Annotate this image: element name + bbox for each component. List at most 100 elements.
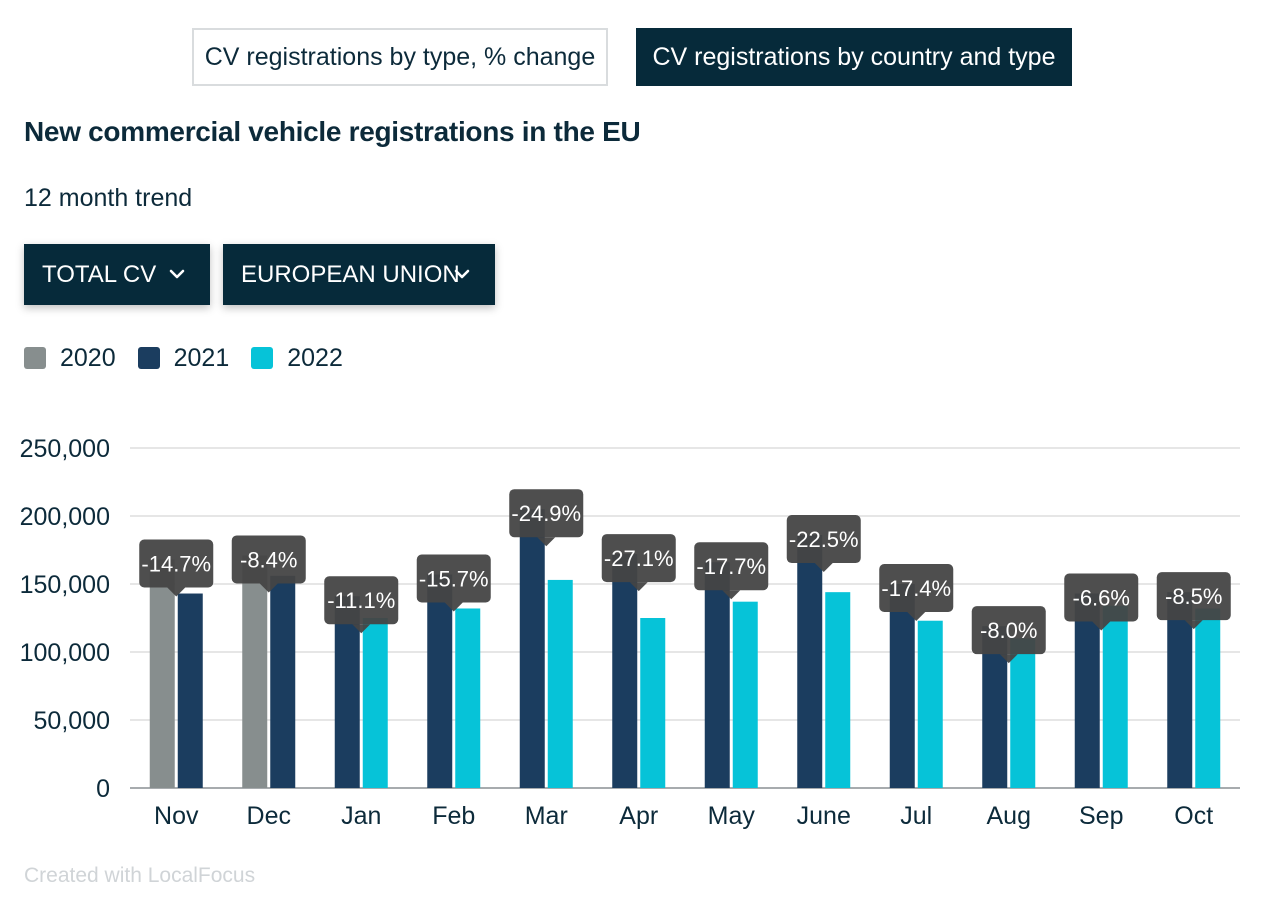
change-label-box [694, 542, 769, 591]
legend-label-2020: 2020 [60, 343, 116, 372]
change-label-pointer [352, 624, 371, 634]
change-label-box [231, 535, 306, 584]
bar-2021-apr [612, 554, 638, 788]
chevron-down-icon [168, 263, 186, 292]
change-label-text: -8.4% [240, 547, 297, 572]
bar-2022-aug [1010, 638, 1036, 788]
change-label-text: -8.5% [1165, 584, 1222, 609]
change-label-june: -22.5% [786, 515, 861, 573]
change-label-box [879, 564, 954, 612]
change-label-box [139, 539, 214, 588]
change-label-box [786, 515, 861, 564]
x-tick-label: Aug [987, 802, 1031, 830]
chart-legend: 2020 2021 2022 [24, 340, 365, 376]
chart-title: New commercial vehicle registrations in … [24, 116, 641, 147]
change-label-pointer [167, 587, 186, 597]
bar-2021-jan [334, 596, 360, 788]
vehicle-type-dropdown[interactable]: TOTAL CV [24, 244, 210, 305]
region-dropdown[interactable]: EUROPEAN UNION [223, 244, 495, 305]
change-label-pointer [444, 602, 463, 612]
change-label-jul: -17.4% [879, 564, 954, 621]
change-label-box [601, 534, 676, 583]
change-label-text: -27.1% [604, 546, 674, 571]
bar-2021-may [704, 562, 730, 788]
change-label-box [1156, 572, 1231, 621]
change-label-nov: -14.7% [139, 539, 214, 597]
tab-type-change[interactable]: CV registrations by type, % change [192, 28, 608, 86]
tab-country-type[interactable]: CV registrations by country and type [636, 28, 1072, 86]
change-label-pointer [907, 612, 926, 621]
y-tick-label: 200,000 [20, 503, 110, 531]
change-label-pointer [537, 537, 556, 547]
change-label-oct: -8.5% [1156, 572, 1231, 630]
change-label-text: -8.0% [980, 618, 1037, 643]
bar-2022-apr [640, 618, 666, 788]
legend-item-2022[interactable]: 2022 [251, 344, 343, 373]
bar-2021-feb [427, 574, 453, 788]
y-tick-label: 100,000 [20, 639, 110, 667]
legend-label-2022: 2022 [287, 343, 343, 372]
x-tick-label: Apr [619, 802, 658, 830]
change-label-dec: -8.4% [231, 535, 306, 593]
bar-2021-mar [519, 509, 545, 788]
x-tick-label: Feb [432, 802, 475, 830]
bar-2020-nov [149, 559, 175, 788]
change-label-mar: -24.9% [509, 489, 584, 547]
change-label-pointer [814, 563, 833, 573]
legend-label-2021: 2021 [173, 343, 230, 372]
x-tick-label: Mar [525, 802, 568, 830]
change-label-pointer [722, 590, 741, 600]
change-label-feb: -15.7% [416, 554, 491, 612]
change-label-text: -24.9% [511, 501, 581, 526]
bar-2022-oct [1195, 608, 1221, 788]
change-label-text: -11.1% [327, 588, 395, 613]
change-label-apr: -27.1% [601, 534, 676, 592]
bar-2021-jul [889, 584, 915, 788]
change-label-pointer [259, 583, 278, 593]
bar-2021-dec [270, 575, 296, 788]
change-label-text: -14.7% [141, 552, 211, 577]
bar-2021-sep [1074, 593, 1100, 788]
x-tick-label: May [708, 802, 756, 830]
legend-item-2020[interactable]: 2020 [24, 344, 116, 373]
change-label-pointer [1184, 620, 1203, 630]
change-label-box [324, 576, 399, 625]
bar-2022-mar [547, 579, 573, 788]
y-tick-label: 0 [96, 775, 110, 803]
change-label-text: -17.7% [696, 554, 766, 579]
chevron-down-icon [453, 263, 471, 292]
y-tick-label: 150,000 [20, 571, 110, 599]
change-label-box [509, 489, 584, 538]
bar-chart: 0 50,000 100,000 150,000 200,000 250,000 Nov De… [20, 435, 1240, 830]
legend-item-2021[interactable]: 2021 [137, 343, 230, 373]
vehicle-type-value: TOTAL CV [42, 260, 157, 288]
y-tick-label: 250,000 [20, 435, 110, 463]
legend-swatch-2021 [137, 347, 160, 369]
change-label-pointer [1092, 621, 1111, 631]
change-label-sep: -6.6% [1064, 573, 1139, 631]
x-tick-label: Dec [247, 802, 291, 830]
change-label-text: -15.7% [419, 566, 489, 591]
bar-2022-jul [917, 620, 943, 788]
x-tick-label: Oct [1174, 802, 1213, 830]
change-label-may: -17.7% [694, 542, 769, 600]
footer-credit[interactable]: Created with LocalFocus [24, 864, 256, 887]
x-tick-label: Nov [154, 802, 199, 830]
bar-2020-dec [242, 555, 268, 788]
y-tick-label: 50,000 [34, 707, 110, 735]
change-label-box [1064, 573, 1139, 622]
change-label-text: -22.5% [789, 527, 859, 552]
change-label-box [416, 554, 491, 603]
change-label-pointer [629, 582, 648, 592]
change-label-aug: -8.0% [971, 606, 1046, 664]
bar-2022-feb [455, 608, 481, 788]
change-label-text: -6.6% [1073, 586, 1130, 611]
x-tick-label: Jan [341, 802, 381, 830]
bar-2021-oct [1167, 592, 1193, 788]
change-label-pointer [999, 654, 1018, 664]
chart-subtitle: 12 month trend [24, 184, 193, 212]
view-tabs: CV registrations by type, % change CV re… [0, 28, 1274, 86]
legend-swatch-2020 [24, 347, 46, 369]
bar-2021-nov [177, 593, 203, 788]
x-tick-label: June [797, 802, 851, 830]
